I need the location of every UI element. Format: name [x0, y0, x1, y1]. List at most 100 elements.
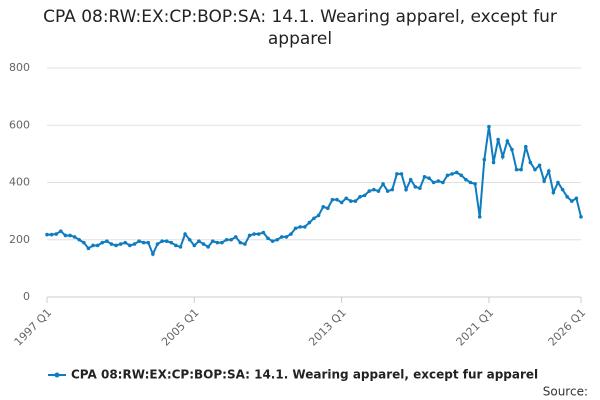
point: [556, 180, 560, 185]
point: [436, 179, 441, 183]
point: [542, 179, 546, 183]
point: [192, 243, 197, 248]
point: [487, 124, 491, 129]
point: [45, 232, 49, 237]
point: [574, 196, 579, 201]
point: [54, 232, 59, 236]
point: [321, 205, 326, 209]
x-tick-label: 2026 Q1: [546, 306, 589, 349]
point: [473, 182, 477, 186]
point: [514, 167, 519, 172]
point: [408, 177, 413, 182]
point: [500, 154, 505, 159]
point: [519, 167, 523, 172]
point: [63, 233, 68, 238]
point: [293, 226, 298, 231]
point: [72, 235, 77, 239]
chart-title: CPA 08:RW:EX:CP:BOP:SA: 14.1. Wearing ap…: [43, 7, 557, 49]
point: [399, 172, 404, 176]
point: [91, 243, 95, 248]
point: [298, 225, 302, 229]
point: [441, 180, 445, 185]
point: [528, 160, 533, 165]
point: [431, 180, 436, 185]
point: [385, 189, 390, 193]
point: [261, 230, 266, 235]
point: [335, 197, 339, 202]
point: [215, 240, 220, 245]
point: [464, 177, 468, 182]
x-tick-label: 2013 Q1: [306, 306, 349, 349]
y-tick-label: 0: [23, 290, 30, 303]
point: [132, 242, 137, 246]
point: [183, 232, 187, 236]
point: [82, 240, 86, 245]
point: [229, 237, 233, 242]
point: [496, 137, 500, 142]
point: [243, 242, 247, 246]
point: [372, 187, 376, 192]
point: [565, 195, 569, 199]
point: [284, 235, 289, 239]
point: [533, 167, 537, 172]
point: [454, 170, 459, 175]
y-tick-label: 600: [9, 118, 30, 131]
x-tick-label: 2005 Q1: [159, 306, 202, 349]
point: [137, 239, 141, 243]
point: [367, 189, 372, 193]
point: [546, 169, 551, 173]
point: [114, 243, 118, 248]
point: [105, 239, 109, 243]
point: [247, 233, 252, 238]
series-line: [47, 126, 582, 257]
point: [491, 160, 496, 165]
point: [289, 232, 293, 236]
point: [445, 173, 450, 178]
point: [390, 187, 395, 192]
point: [160, 239, 164, 243]
x-tick-label: 1997 Q1: [12, 306, 55, 349]
point: [123, 240, 128, 245]
point: [381, 182, 385, 186]
point: [197, 239, 201, 243]
point: [279, 235, 284, 239]
point: [224, 237, 229, 242]
point: [537, 163, 542, 168]
point: [316, 213, 321, 218]
point: [353, 199, 358, 203]
point: [220, 240, 224, 245]
point: [422, 174, 427, 179]
point: [468, 180, 473, 185]
point: [302, 225, 307, 229]
point: [344, 196, 349, 201]
point: [77, 237, 82, 242]
point: [459, 173, 464, 178]
point: [141, 240, 146, 245]
point: [376, 189, 381, 193]
point: [395, 172, 399, 176]
point: [169, 240, 174, 245]
y-tick-label: 400: [9, 176, 30, 189]
point: [100, 240, 105, 245]
point: [256, 232, 261, 236]
x-tick-label: 2021 Q1: [454, 306, 497, 349]
y-tick-label: 800: [9, 61, 30, 74]
point: [174, 243, 178, 248]
point: [523, 144, 528, 149]
point: [59, 229, 63, 233]
point: [404, 187, 408, 192]
point: [307, 220, 312, 225]
point: [270, 239, 275, 243]
point: [560, 187, 565, 192]
point: [266, 236, 270, 241]
point: [427, 176, 431, 181]
point: [275, 237, 279, 242]
point: [155, 242, 160, 246]
point: [362, 193, 367, 198]
legend-marker: [54, 372, 60, 378]
point: [238, 240, 243, 245]
point: [164, 239, 169, 243]
point: [109, 242, 114, 246]
point: [551, 190, 556, 195]
